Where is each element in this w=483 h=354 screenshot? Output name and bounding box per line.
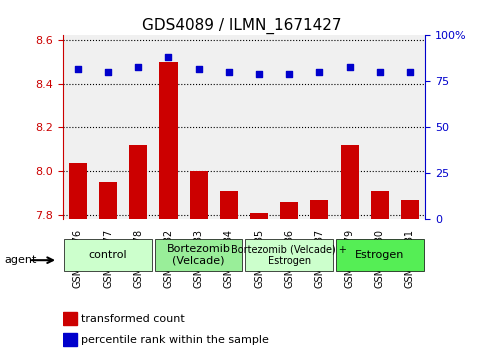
Bar xyxy=(63,333,77,346)
Point xyxy=(74,66,82,72)
Bar xyxy=(341,145,358,219)
Text: transformed count: transformed count xyxy=(81,314,185,324)
Bar xyxy=(63,312,77,325)
Point xyxy=(195,66,202,72)
Bar xyxy=(159,62,178,219)
Point xyxy=(134,64,142,69)
Bar xyxy=(69,162,87,219)
Bar xyxy=(401,200,419,219)
Point xyxy=(165,55,172,60)
Point xyxy=(104,69,112,75)
Point xyxy=(406,69,414,75)
Text: Bortezomib
(Velcade): Bortezomib (Velcade) xyxy=(167,244,230,266)
FancyBboxPatch shape xyxy=(245,239,333,271)
Bar xyxy=(99,182,117,219)
Bar xyxy=(371,191,389,219)
Bar xyxy=(220,191,238,219)
Point xyxy=(346,64,354,69)
Text: GDS4089 / ILMN_1671427: GDS4089 / ILMN_1671427 xyxy=(142,18,341,34)
Bar xyxy=(311,200,328,219)
Text: agent: agent xyxy=(5,255,37,265)
Bar xyxy=(250,213,268,219)
Text: control: control xyxy=(89,250,128,260)
Bar xyxy=(189,171,208,219)
FancyBboxPatch shape xyxy=(155,239,242,271)
Point xyxy=(225,69,233,75)
Text: Estrogen: Estrogen xyxy=(355,250,404,260)
Bar xyxy=(129,145,147,219)
FancyBboxPatch shape xyxy=(64,239,152,271)
FancyBboxPatch shape xyxy=(336,239,424,271)
Point xyxy=(315,69,323,75)
Text: percentile rank within the sample: percentile rank within the sample xyxy=(81,335,269,345)
Text: Bortezomib (Velcade) +
Estrogen: Bortezomib (Velcade) + Estrogen xyxy=(231,244,347,266)
Bar xyxy=(280,202,298,219)
Point xyxy=(285,71,293,77)
Point xyxy=(255,71,263,77)
Point xyxy=(376,69,384,75)
